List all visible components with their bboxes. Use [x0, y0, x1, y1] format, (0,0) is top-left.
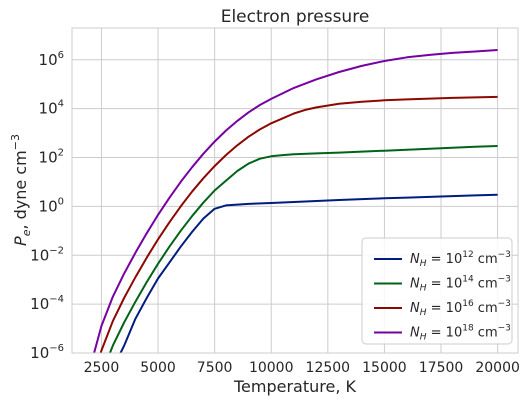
y-tick-label: 100 — [39, 196, 64, 215]
y-tick-base: 10 — [39, 51, 58, 69]
x-tick-label: 15000 — [362, 360, 407, 376]
y-tick-label: 104 — [39, 99, 64, 118]
y-tick-label: 102 — [39, 148, 64, 167]
y-tick-exponent: 6 — [58, 50, 64, 61]
legend-label-4: NH = 1018 cm−3 — [410, 324, 511, 343]
x-axis-label: Temperature, K — [233, 377, 357, 396]
y-tick-exponent: 2 — [58, 148, 64, 159]
legend: NH = 1012 cm−3 NH = 1014 cm−3 NH = 1016 cm… — [361, 237, 513, 345]
y-tick-base: 10 — [39, 149, 58, 167]
y-tick-exponent: 0 — [58, 196, 64, 207]
series-line-1 — [119, 193, 498, 353]
y-tick-label: 10−2 — [30, 245, 64, 264]
x-tick-label: 10000 — [249, 360, 294, 376]
y-tick-base: 10 — [30, 246, 49, 264]
y-tick-exponent: 4 — [58, 99, 64, 110]
y-tick-exponent: −6 — [49, 343, 64, 354]
chart-title: Electron pressure — [221, 7, 370, 27]
legend-label-2: NH = 1014 cm−3 — [410, 275, 511, 294]
x-tick-label: 5000 — [140, 360, 176, 376]
y-tick-label: 10−6 — [30, 343, 64, 362]
x-tick-label: 7500 — [197, 360, 233, 376]
x-tick-label: 17500 — [419, 360, 464, 376]
x-tick-labels: 2500 5000 7500 10000 12500 15000 17500 20000 — [84, 360, 520, 376]
legend-box — [361, 237, 513, 345]
series-line-3 — [99, 95, 498, 353]
x-tick-label: 12500 — [306, 360, 351, 376]
legend-label-3: NH = 1016 cm−3 — [410, 299, 511, 318]
x-tick-label: 20000 — [475, 360, 520, 376]
y-tick-base: 10 — [30, 295, 49, 313]
y-tick-base: 10 — [39, 100, 58, 118]
y-tick-label: 10−4 — [30, 294, 64, 313]
y-tick-base: 10 — [39, 197, 58, 215]
y-axis-label-text: Pe, dyne cm−3 — [9, 134, 33, 246]
y-tick-exponent: −2 — [49, 245, 64, 256]
y-tick-exponent: −4 — [49, 294, 64, 305]
x-tick-label: 2500 — [84, 360, 120, 376]
plot-frame — [71, 27, 519, 354]
y-tick-base: 10 — [30, 344, 49, 362]
legend-label-1: NH = 1012 cm−3 — [410, 250, 511, 269]
y-tick-label: 106 — [39, 50, 64, 69]
series-lines — [93, 49, 498, 353]
y-axis-label: Pe, dyne cm−3 — [9, 134, 33, 246]
series-line-2 — [108, 145, 498, 353]
series-line-4 — [93, 49, 498, 353]
